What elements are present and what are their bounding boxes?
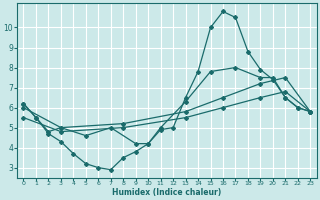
- X-axis label: Humidex (Indice chaleur): Humidex (Indice chaleur): [112, 188, 221, 197]
